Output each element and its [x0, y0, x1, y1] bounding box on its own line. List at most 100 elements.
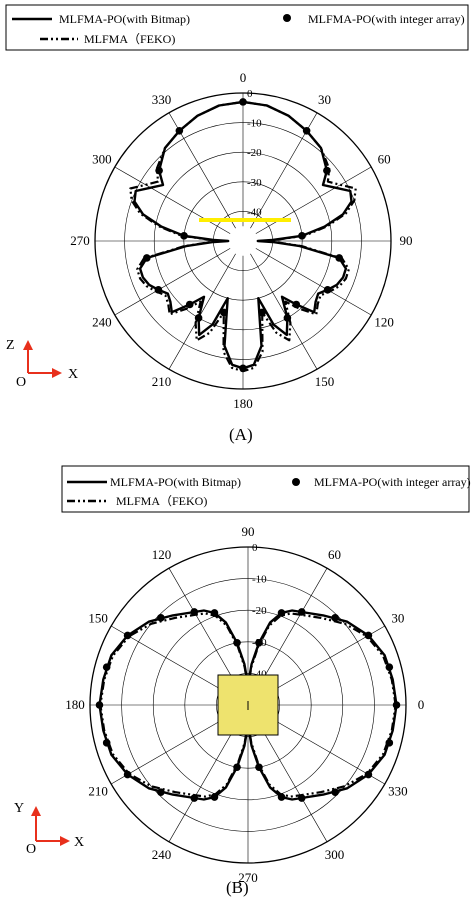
series-marker-integer [220, 308, 228, 317]
axis-letter-y: Y [14, 801, 24, 816]
legend-box-b [61, 465, 470, 513]
angle-tick-label: 60 [328, 547, 341, 562]
series-marker-integer [258, 308, 266, 317]
grid-spoke [168, 718, 241, 842]
series-marker-integer [297, 794, 306, 802]
strip-object [199, 218, 291, 222]
series-marker-integer [157, 788, 165, 796]
grid-spoke [255, 568, 328, 692]
series-marker-integer [302, 126, 311, 135]
series-marker-integer [143, 254, 151, 262]
series-marker-integer [331, 614, 339, 622]
legend-label-integer-b: MLFMA-PO(with integer array) [314, 475, 471, 489]
angle-tick-label: 210 [88, 784, 108, 799]
axes-icon-zx [23, 340, 62, 378]
series-marker-integer [155, 166, 163, 175]
series-marker-integer [190, 794, 199, 802]
axis-letter-z: Z [6, 338, 15, 353]
series-marker-integer [190, 608, 199, 616]
axes-icon-yx [31, 806, 70, 846]
series-marker-integer [123, 631, 132, 640]
angle-tick-label: 30 [318, 92, 331, 107]
legend-label-feko: MLFMA（FEKO) [84, 32, 175, 46]
angle-tick-label: 30 [391, 611, 404, 626]
angle-tick-label: 180 [233, 396, 253, 411]
series-marker-integer [210, 609, 219, 617]
angle-tick-label: 60 [378, 152, 391, 167]
legend-box-a [5, 4, 469, 51]
series-marker-integer [298, 232, 306, 240]
series-marker-integer [123, 770, 132, 779]
radial-tick-label: -10 [247, 118, 262, 130]
panel-b: MLFMA-PO(with Bitmap) MLFMA-PO(with inte… [14, 465, 471, 897]
series-marker-integer [364, 770, 373, 779]
series-marker-integer [364, 631, 373, 640]
series-marker-integer [95, 701, 104, 709]
angle-tick-label: 240 [152, 847, 172, 862]
series-marker-integer [210, 793, 219, 801]
radial-tick-label: -20 [247, 147, 262, 159]
series-marker-integer [277, 609, 286, 617]
series-marker-integer [185, 300, 194, 309]
radial-tick-label: 0 [247, 88, 253, 100]
radial-tick-label: 0 [252, 542, 258, 554]
grid-spoke [114, 166, 231, 234]
series-marker-integer [233, 638, 241, 647]
series-marker-integer [102, 739, 111, 747]
series-marker-integer [175, 126, 184, 135]
grid-spoke [168, 568, 241, 692]
series-marker-integer [392, 701, 401, 709]
grid-spoke [261, 712, 385, 785]
radial-tick-label: -20 [252, 605, 267, 617]
axis-letter-x-b: X [74, 835, 84, 850]
grid-spoke [111, 712, 235, 785]
series-marker-integer [292, 300, 301, 309]
angle-tick-label: 270 [70, 233, 90, 248]
grid-spoke [250, 253, 318, 370]
series-marker-integer [102, 663, 111, 671]
series-marker-integer [283, 314, 292, 322]
axis-origin-b: O [26, 842, 36, 857]
radial-tick-label: -30 [247, 177, 262, 189]
angle-tick-label: 210 [152, 374, 172, 389]
axis-letter-x-a: X [68, 367, 78, 382]
grid-spoke [255, 718, 328, 842]
series-marker-integer [385, 739, 394, 747]
grid-spoke [255, 248, 372, 316]
angle-tick-label: 90 [242, 524, 255, 539]
polar-plot-a: 0 30 60 90 120 150 180 210 240 270 300 330 0 -10 -20 -3… [70, 70, 412, 411]
series-marker-integer [233, 763, 241, 772]
series-marker-integer [239, 364, 247, 373]
series-marker-integer [255, 763, 263, 772]
angle-tick-label: 90 [400, 233, 413, 248]
panel-a: MLFMA-PO(with Bitmap) MLFMA-PO(with inte… [5, 4, 469, 444]
grid-spoke [114, 248, 231, 316]
series-marker-integer [154, 286, 163, 294]
legend-label-bitmap: MLFMA-PO(with Bitmap) [59, 12, 190, 26]
angle-tick-label: 180 [65, 697, 85, 712]
series-marker-integer [335, 254, 343, 262]
grid-spoke [111, 625, 235, 698]
angle-tick-label: 120 [374, 315, 394, 330]
angle-tick-label: 300 [92, 152, 112, 167]
series-marker-integer [331, 788, 339, 796]
legend-label-integer: MLFMA-PO(with integer array) [308, 12, 465, 26]
series-marker-integer [323, 286, 332, 294]
angle-tick-label: 330 [152, 92, 172, 107]
series-marker-integer [194, 314, 203, 322]
angle-tick-label: 330 [388, 784, 408, 799]
series-marker-integer [255, 638, 263, 647]
radial-tick-label: -10 [252, 574, 267, 586]
legend-swatch-integer-b [292, 478, 300, 486]
series-marker-integer [157, 614, 165, 622]
axis-origin-a: O [16, 375, 26, 390]
series-marker-integer [239, 98, 247, 106]
series-marker-integer [323, 166, 331, 175]
angle-tick-label: 270 [238, 870, 258, 885]
panel-caption-a: (A) [229, 425, 253, 444]
radial-tick-label: -40 [247, 206, 262, 218]
polar-plot-b: 03060901201501802102402703003300-10-20-3… [65, 524, 424, 885]
grid-spoke [168, 253, 236, 370]
angle-tick-label: 240 [92, 315, 112, 330]
